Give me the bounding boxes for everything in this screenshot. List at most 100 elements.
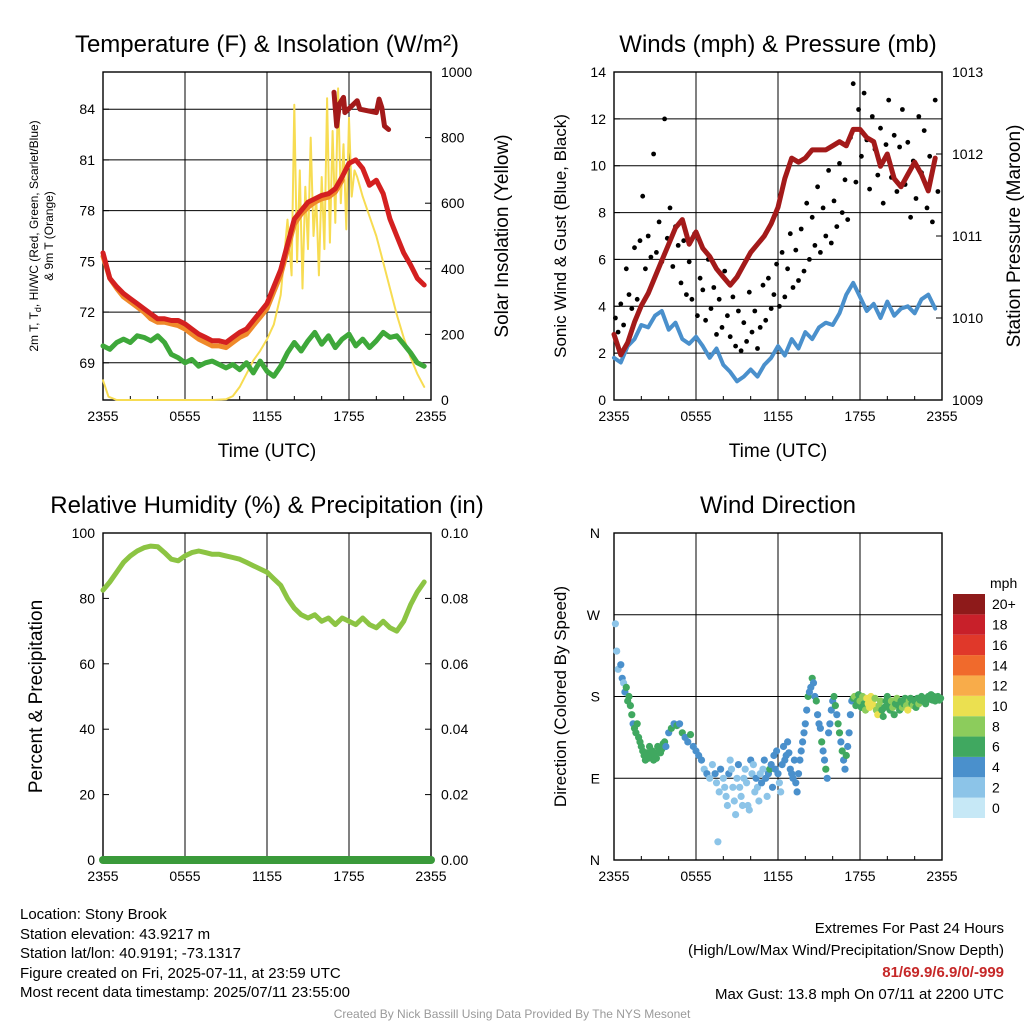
wdir-ylabel: Direction (Colored By Speed): [551, 586, 570, 807]
wind-direction-point: [822, 765, 830, 773]
colorbar-label: 10: [992, 698, 1008, 714]
wind-gust-point: [757, 325, 763, 330]
colorbar-swatch: [953, 655, 985, 676]
wind-direction-point: [845, 729, 853, 737]
wind-direction-point: [773, 747, 781, 755]
rh-y2-tick-label: 0.08: [441, 590, 468, 606]
wind-gust-point: [798, 226, 804, 232]
wind-gust-point: [623, 266, 629, 272]
temp-y-tick-label: 69: [79, 355, 95, 371]
wind-direction-point: [752, 774, 760, 782]
colorbar-swatch: [953, 695, 985, 717]
wind-direction-point: [755, 797, 763, 805]
wind-direction-point: [841, 765, 849, 773]
temp-title: Temperature (F) & Insolation (W/m²): [75, 31, 459, 58]
wind-gust-point: [793, 247, 799, 253]
wind-direction-point: [779, 742, 788, 751]
colorbar-label: 8: [992, 718, 1000, 734]
max-gust: Max Gust: 13.8 mph On 07/11 at 2200 UTC: [714, 986, 1004, 1003]
wind-gust-point: [823, 233, 829, 239]
wind-gust-point: [900, 107, 905, 112]
temp-x-tick-label: 1155: [252, 408, 282, 424]
wind-gust-point: [760, 282, 766, 288]
wind-gust-point: [842, 177, 848, 183]
rh-y2-tick-label: 0.02: [441, 787, 468, 803]
figure-created: Figure created on Fri, 2025-07-11, at 23…: [20, 964, 341, 982]
wind-gust-point: [774, 261, 779, 267]
wind-gust-point: [681, 238, 687, 244]
wind-gust-point: [763, 317, 769, 323]
wind-direction-point: [767, 761, 775, 769]
wind-direction-point: [714, 838, 722, 846]
wind-gust-point: [651, 151, 656, 157]
wind-gust-point: [853, 179, 859, 185]
colorbar-swatch: [953, 634, 985, 656]
wind-direction-point: [628, 711, 636, 719]
colorbar-unit: mph: [990, 575, 1017, 591]
rh-y-tick-label: 0: [87, 852, 95, 868]
wind-gust-point: [845, 217, 851, 223]
wind-direction-point: [777, 788, 785, 796]
wind-gust-point: [629, 306, 635, 311]
wind-gust-point: [725, 313, 730, 319]
wind-gust-point: [667, 205, 673, 211]
wind-gust-point: [834, 224, 840, 230]
wind-gust-point: [648, 254, 654, 260]
wind-direction-point: [708, 761, 717, 769]
wind-gust-point: [782, 294, 788, 300]
colorbar-label: 20+: [992, 596, 1016, 612]
wind-direction-point: [697, 756, 706, 764]
rh-x-tick-label: 1755: [333, 868, 364, 884]
wind-y2-tick-label: 1011: [952, 228, 982, 244]
wind-gust-point: [908, 214, 913, 220]
wind-direction-point: [686, 731, 695, 739]
rh-y2-tick-label: 0.06: [441, 656, 468, 672]
wind-gust-point: [727, 334, 733, 340]
wind-direction-point: [611, 620, 620, 628]
colorbar-swatch: [953, 716, 985, 737]
wind-gust-point: [621, 322, 626, 328]
temp-panel: 2355 0555 1155 1755 2355 Temperature (F) & In…: [27, 31, 513, 462]
temp-y2-tick-label: 1000: [441, 64, 472, 80]
wind-gust-point: [768, 306, 774, 311]
wind-gust-point: [752, 308, 758, 314]
wind-direction-point: [818, 738, 826, 746]
wind-gust-point: [804, 200, 810, 206]
rh-y2-tick-label: 0.00: [441, 852, 468, 868]
colorbar-label: 14: [992, 657, 1008, 673]
wind-gust-point: [749, 329, 755, 335]
wind-y-tick-label: 0: [598, 392, 606, 408]
temp-y-tick-label: 72: [79, 304, 95, 320]
wind-gust-point: [771, 292, 777, 297]
credit-line: Created By Nick Bassill Using Data Provi…: [333, 1007, 691, 1021]
wind-direction-point: [633, 720, 641, 728]
wind-gust-point: [708, 306, 714, 311]
wind-direction-point: [736, 783, 744, 791]
wind-gust-point: [695, 313, 700, 319]
wind-direction-point: [820, 756, 829, 764]
colorbar-swatch: [953, 736, 985, 757]
rh-panel: 2355 0555 1155 1755 2355 Relative Humidity (%…: [26, 492, 484, 884]
wind-gust-point: [859, 153, 864, 159]
wind-gust-point: [700, 287, 706, 293]
wind-gust-point: [711, 285, 717, 290]
wind-y2-tick-label: 1010: [952, 310, 983, 326]
wind-direction-point: [617, 661, 625, 669]
wind-direction-point: [794, 770, 803, 778]
wdir-y-tick-label: N: [590, 852, 600, 868]
wind-direction-point: [792, 779, 800, 787]
extremes-info: Extremes For Past 24 Hours (High/Low/Max…: [688, 918, 1004, 1006]
station-info: Location: Stony Brook Station elevation:…: [20, 905, 350, 1003]
wind-gust-point: [686, 259, 692, 265]
wind-gust-point: [689, 296, 695, 302]
wind-direction-point: [837, 738, 845, 746]
pressure-line: [611, 126, 938, 358]
wind-ylabel: Sonic Wind & Gust (Blue, Black): [551, 114, 570, 358]
wdir-x-tick-label: 2355: [926, 868, 957, 884]
wind-gust-point: [839, 210, 845, 216]
wdir-title: Wind Direction: [700, 492, 856, 519]
wind-direction-point: [626, 702, 635, 710]
wind-direction-point: [879, 712, 887, 721]
wind-gust-point: [632, 245, 637, 251]
latest-timestamp: Most recent data timestamp: 2025/07/11 2…: [20, 984, 350, 1002]
